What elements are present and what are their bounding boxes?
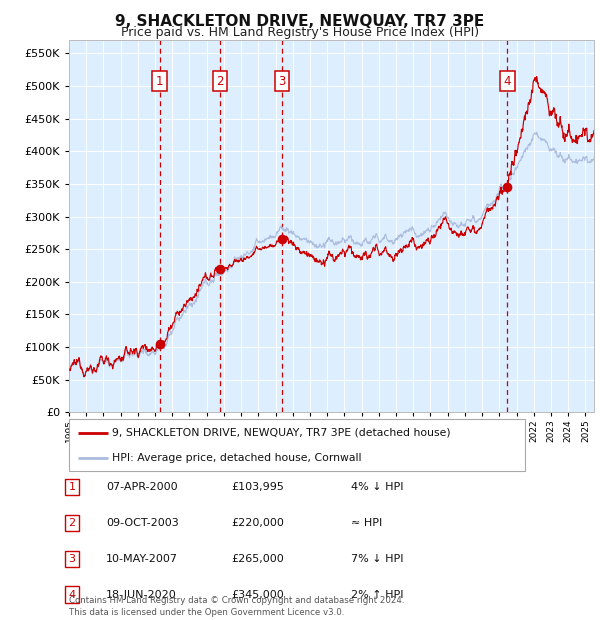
Text: 3: 3	[68, 554, 76, 564]
Text: Contains HM Land Registry data © Crown copyright and database right 2024.
This d: Contains HM Land Registry data © Crown c…	[69, 596, 404, 617]
Text: 1: 1	[156, 75, 163, 87]
Text: 9, SHACKLETON DRIVE, NEWQUAY, TR7 3PE: 9, SHACKLETON DRIVE, NEWQUAY, TR7 3PE	[115, 14, 485, 29]
Text: 3: 3	[278, 75, 286, 87]
Text: HPI: Average price, detached house, Cornwall: HPI: Average price, detached house, Corn…	[112, 453, 362, 463]
Text: 09-OCT-2003: 09-OCT-2003	[106, 518, 179, 528]
Text: £265,000: £265,000	[231, 554, 284, 564]
FancyBboxPatch shape	[69, 418, 525, 471]
Text: ≈ HPI: ≈ HPI	[351, 518, 382, 528]
Text: 2% ↑ HPI: 2% ↑ HPI	[351, 590, 404, 600]
Text: 2: 2	[68, 518, 76, 528]
Text: 4: 4	[503, 75, 511, 87]
Text: 4% ↓ HPI: 4% ↓ HPI	[351, 482, 404, 492]
Text: 7% ↓ HPI: 7% ↓ HPI	[351, 554, 404, 564]
Text: 07-APR-2000: 07-APR-2000	[106, 482, 178, 492]
Text: Price paid vs. HM Land Registry's House Price Index (HPI): Price paid vs. HM Land Registry's House …	[121, 26, 479, 39]
Text: 9, SHACKLETON DRIVE, NEWQUAY, TR7 3PE (detached house): 9, SHACKLETON DRIVE, NEWQUAY, TR7 3PE (d…	[112, 428, 451, 438]
Text: £345,000: £345,000	[231, 590, 284, 600]
Text: 18-JUN-2020: 18-JUN-2020	[106, 590, 177, 600]
Text: £103,995: £103,995	[231, 482, 284, 492]
Text: £220,000: £220,000	[231, 518, 284, 528]
Text: 4: 4	[68, 590, 76, 600]
Text: 2: 2	[216, 75, 224, 87]
Text: 10-MAY-2007: 10-MAY-2007	[106, 554, 178, 564]
Text: 1: 1	[68, 482, 76, 492]
